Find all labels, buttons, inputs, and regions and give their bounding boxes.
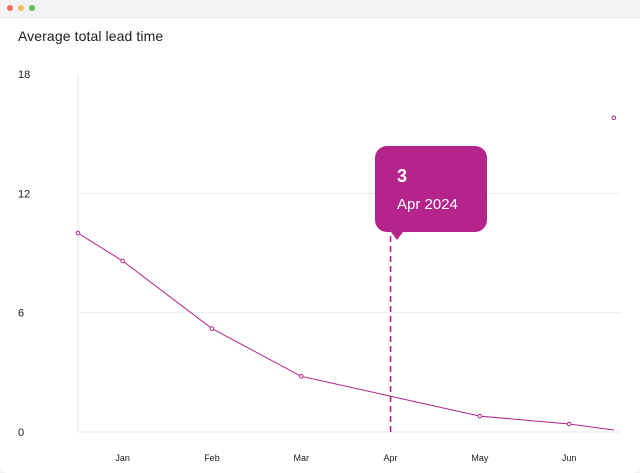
outlier-point bbox=[611, 115, 617, 121]
tooltip-label: Apr 2024 bbox=[397, 196, 458, 213]
data-point bbox=[477, 413, 483, 419]
data-point bbox=[209, 326, 215, 331]
close-window-button[interactable] bbox=[7, 5, 13, 11]
y-tick-label: 0 bbox=[18, 427, 24, 439]
x-tick-label: Jun bbox=[562, 453, 577, 463]
y-tick-label: 12 bbox=[18, 188, 30, 200]
data-point bbox=[75, 230, 81, 236]
y-tick-label: 6 bbox=[18, 308, 24, 320]
x-tick-label: May bbox=[471, 453, 489, 463]
minimize-window-button[interactable] bbox=[18, 5, 24, 11]
x-tick-label: Feb bbox=[204, 453, 220, 463]
x-tick-label: Jan bbox=[115, 453, 130, 463]
x-tick-label: Apr bbox=[384, 453, 398, 463]
y-tick-label: 18 bbox=[18, 69, 30, 81]
chart-tooltip: 3 Apr 2024 bbox=[375, 146, 487, 240]
x-tick-label: Mar bbox=[294, 453, 310, 463]
chart-title: Average total lead time bbox=[18, 28, 164, 44]
data-point bbox=[566, 421, 572, 427]
tooltip-value: 3 bbox=[397, 166, 408, 186]
series-line bbox=[77, 232, 614, 431]
data-point bbox=[120, 258, 125, 264]
window-titlebar bbox=[0, 0, 640, 18]
maximize-window-button[interactable] bbox=[29, 5, 35, 11]
data-point bbox=[298, 374, 304, 379]
